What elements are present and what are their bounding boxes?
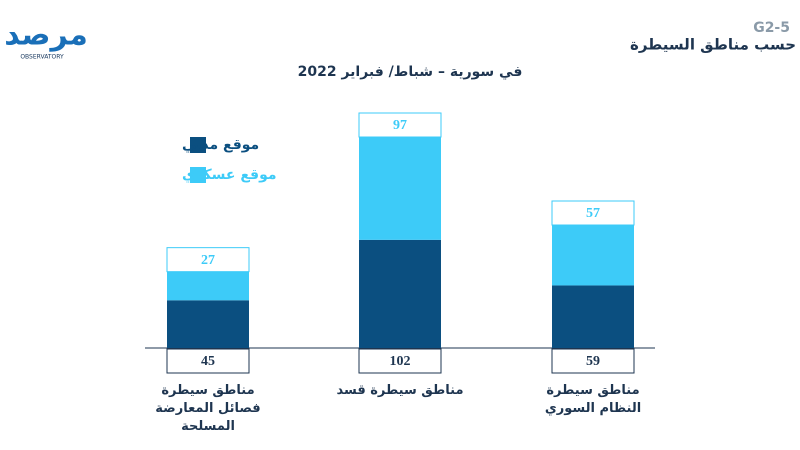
legend-swatch: [190, 167, 206, 183]
bar-segment: [359, 137, 441, 240]
logo-sub: OBSERVATORY: [20, 54, 64, 61]
bar-segment: [359, 239, 441, 348]
bar-segment: [167, 300, 249, 348]
bar-segment: [552, 285, 634, 348]
value-label: 97: [393, 118, 407, 133]
value-label: 57: [586, 206, 600, 221]
x-tick-label: مناطق سيطرة قسد: [336, 383, 464, 398]
value-label: 27: [201, 253, 215, 268]
value-box: [166, 247, 250, 273]
bar-segment: [552, 225, 634, 286]
x-tick-label: مناطق سيطرة فصائل المعارضة المسلحة: [155, 383, 261, 434]
value-label: 45: [201, 354, 215, 369]
value-box: [551, 348, 635, 374]
value-box: [166, 348, 250, 374]
value-box: [358, 112, 442, 138]
value-box: [551, 200, 635, 226]
bar-segment: [167, 271, 249, 301]
legend-label: موقع عسكري: [182, 167, 277, 184]
chart-subtitle: في سورية – شباط/ فبراير 2022: [298, 64, 523, 80]
chart-code: G2-5: [753, 20, 790, 36]
legend-swatch: [190, 137, 206, 153]
value-box: [358, 348, 442, 374]
value-label: 102: [390, 354, 411, 369]
legend-label: موقع مدني: [182, 137, 259, 153]
logo: مرصد: [4, 18, 88, 53]
chart-title: توزع المواقع المسجّل بها أحداثًا أمنية ح…: [630, 35, 800, 54]
x-tick-label: مناطق سيطرة النظام السوري: [544, 383, 642, 416]
value-label: 59: [586, 354, 600, 369]
